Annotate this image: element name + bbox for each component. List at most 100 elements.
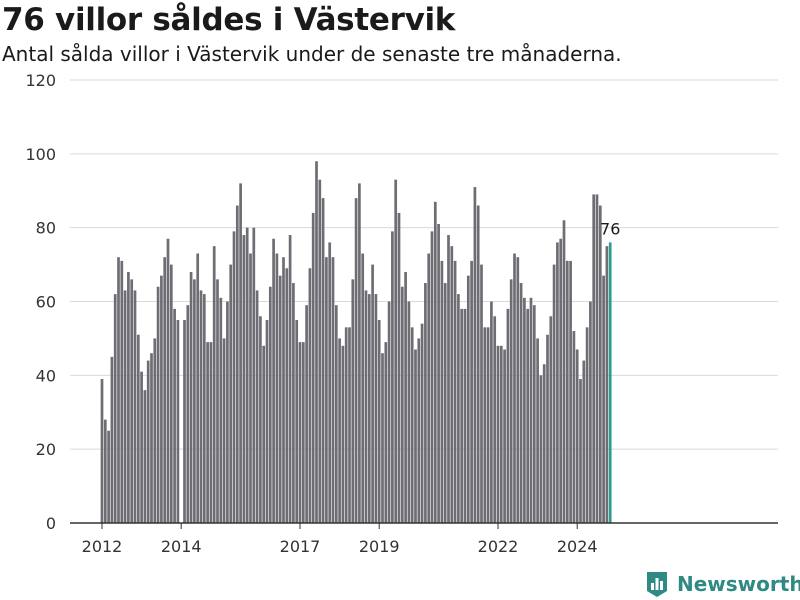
bar: [460, 308, 464, 523]
bar: [308, 268, 312, 523]
bar: [298, 342, 302, 523]
bar: [473, 187, 477, 523]
y-axis-ticks: 0 20 40 60 80 100 120: [25, 71, 56, 533]
bar: [437, 223, 440, 523]
bar: [605, 246, 609, 524]
bar: [493, 316, 497, 523]
bar: [245, 227, 249, 524]
bar: [536, 338, 539, 523]
bar: [377, 319, 381, 523]
bar: [130, 279, 134, 523]
bar: [367, 294, 371, 523]
bar: [598, 205, 602, 523]
bar: [252, 227, 256, 524]
bar: [556, 242, 559, 523]
bar: [381, 353, 384, 523]
bar: [542, 364, 546, 523]
bar: [509, 279, 513, 523]
bar: [318, 179, 322, 523]
bar: [226, 301, 229, 523]
bar: [384, 342, 388, 523]
y-tick-label: 80: [36, 219, 56, 238]
bar: [325, 257, 328, 523]
bar: [136, 334, 140, 523]
bar: [572, 331, 576, 523]
x-tick-label: 2024: [557, 537, 598, 556]
bar: [582, 360, 586, 523]
bar: [100, 379, 104, 523]
bar: [417, 338, 421, 523]
bar: [589, 301, 592, 523]
latest-value-label: 76: [600, 219, 620, 238]
bar: [305, 305, 308, 523]
bar: [209, 342, 213, 523]
bar: [262, 345, 266, 523]
bar: [268, 286, 272, 523]
bar: [348, 327, 351, 523]
bar: [249, 253, 252, 523]
y-tick-label: 20: [36, 440, 56, 459]
bar: [371, 264, 374, 523]
bar: [275, 253, 279, 523]
bar: [466, 275, 470, 523]
bar: [110, 356, 114, 524]
bar: [202, 294, 206, 523]
bar: [427, 253, 431, 523]
bar: [334, 305, 338, 523]
bar: [196, 253, 200, 523]
brand-logo: Newsworthy: [645, 569, 800, 599]
bar: [216, 279, 219, 523]
bar: [232, 231, 236, 524]
bar: [288, 235, 292, 524]
bar: [103, 419, 107, 523]
bar: [235, 205, 239, 523]
bar: [358, 183, 361, 523]
bar: [519, 283, 523, 523]
bar: [278, 275, 282, 523]
bar: [499, 345, 503, 523]
gridlines: [70, 79, 778, 450]
bar: [117, 257, 120, 523]
bar: [387, 301, 391, 523]
bar: [523, 297, 526, 523]
bar: [546, 334, 549, 523]
bar: [585, 327, 589, 523]
bar: [183, 319, 186, 523]
bar: [526, 308, 530, 523]
bar: [433, 201, 437, 523]
brand-name: Newsworthy: [677, 572, 800, 596]
bar: [239, 183, 242, 523]
bar: [490, 301, 493, 523]
bar: [364, 290, 368, 523]
bar: [344, 327, 348, 523]
bar: [163, 257, 167, 523]
bar: [176, 319, 180, 523]
bar: [394, 179, 398, 523]
bar: [592, 194, 596, 523]
bar: [199, 290, 203, 523]
bar: [404, 271, 407, 523]
bar: [282, 257, 285, 523]
bar: [539, 375, 543, 523]
bar: [143, 390, 147, 523]
bar: [374, 294, 378, 523]
bar: [410, 327, 414, 523]
bar-latest: [608, 242, 612, 523]
bar: [311, 212, 315, 523]
bar: [206, 342, 209, 523]
bar: [397, 212, 401, 523]
bar: [532, 305, 536, 523]
bar: [123, 290, 127, 523]
bar: [503, 349, 506, 523]
bar: [113, 294, 117, 523]
bar: [549, 316, 553, 523]
bar: [341, 345, 345, 523]
bar: [255, 290, 259, 523]
y-tick-label: 40: [36, 366, 56, 385]
bar: [242, 235, 246, 524]
bar: [424, 283, 427, 523]
bar: [120, 260, 124, 523]
bar: [595, 194, 599, 523]
bar: [559, 238, 563, 524]
